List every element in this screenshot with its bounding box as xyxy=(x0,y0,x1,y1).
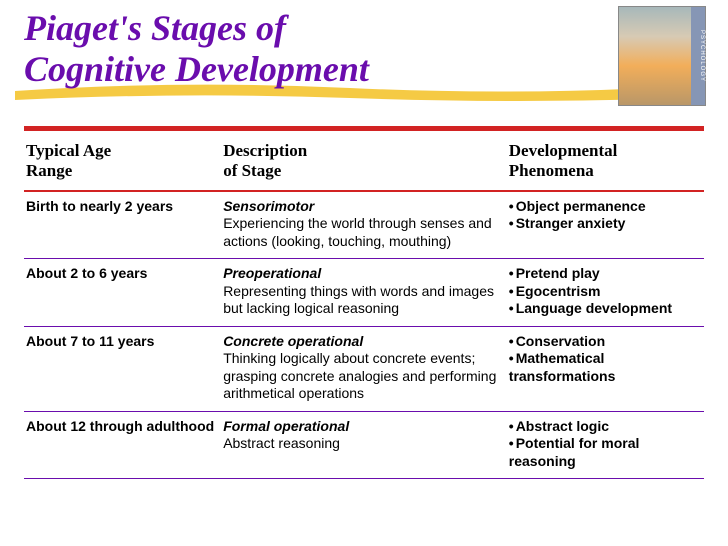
cell-phenomena: ConservationMathematical transformations xyxy=(507,326,704,411)
table-header-row: Typical AgeRange Descriptionof Stage Dev… xyxy=(24,135,704,191)
phenomena-item: Potential for moral reasoning xyxy=(509,435,698,470)
cell-description: Concrete operationalThinking logically a… xyxy=(221,326,507,411)
table-body: Birth to nearly 2 yearsSensorimotorExper… xyxy=(24,191,704,479)
cell-phenomena: Pretend playEgocentrismLanguage developm… xyxy=(507,259,704,327)
phenomena-item: Egocentrism xyxy=(509,283,698,301)
table-row: Birth to nearly 2 yearsSensorimotorExper… xyxy=(24,191,704,259)
title-line-2: Cognitive Development xyxy=(24,49,369,89)
cell-description: SensorimotorExperiencing the world throu… xyxy=(221,191,507,259)
stages-table-container: Typical AgeRange Descriptionof Stage Dev… xyxy=(24,126,704,479)
header-phen: DevelopmentalPhenomena xyxy=(507,135,704,191)
header-age: Typical AgeRange xyxy=(24,135,221,191)
phenomena-item: Abstract logic xyxy=(509,418,698,436)
table-top-rule xyxy=(24,126,704,131)
stage-name: Sensorimotor xyxy=(223,198,501,216)
phenomena-item: Object permanence xyxy=(509,198,698,216)
cell-phenomena: Object permanenceStranger anxiety xyxy=(507,191,704,259)
stage-name: Formal operational xyxy=(223,418,501,436)
stage-name: Concrete operational xyxy=(223,333,501,351)
cell-description: Formal operationalAbstract reasoning xyxy=(221,411,507,479)
book-spine-text: PSYCHOLOGY xyxy=(691,7,705,105)
phenomena-list: Pretend playEgocentrismLanguage developm… xyxy=(509,265,698,318)
stage-description: Experiencing the world through senses an… xyxy=(223,215,501,250)
header-desc: Descriptionof Stage xyxy=(221,135,507,191)
phenomena-list: Abstract logicPotential for moral reason… xyxy=(509,418,698,471)
stage-description: Abstract reasoning xyxy=(223,435,501,453)
phenomena-item: Language development xyxy=(509,300,698,318)
table-row: About 2 to 6 yearsPreoperationalRepresen… xyxy=(24,259,704,327)
phenomena-item: Pretend play xyxy=(509,265,698,283)
cell-age: Birth to nearly 2 years xyxy=(24,191,221,259)
table-row: About 12 through adulthoodFormal operati… xyxy=(24,411,704,479)
stage-name: Preoperational xyxy=(223,265,501,283)
phenomena-list: ConservationMathematical transformations xyxy=(509,333,698,386)
phenomena-item: Conservation xyxy=(509,333,698,351)
stage-description: Representing things with words and image… xyxy=(223,283,501,318)
stage-description: Thinking logically about concrete events… xyxy=(223,350,501,403)
phenomena-list: Object permanenceStranger anxiety xyxy=(509,198,698,233)
phenomena-item: Stranger anxiety xyxy=(509,215,698,233)
cell-age: About 12 through adulthood xyxy=(24,411,221,479)
cell-age: About 7 to 11 years xyxy=(24,326,221,411)
cell-description: PreoperationalRepresenting things with w… xyxy=(221,259,507,327)
cell-age: About 2 to 6 years xyxy=(24,259,221,327)
cell-phenomena: Abstract logicPotential for moral reason… xyxy=(507,411,704,479)
table-row: About 7 to 11 yearsConcrete operationalT… xyxy=(24,326,704,411)
title-line-1: Piaget's Stages of xyxy=(24,8,286,48)
stages-table: Typical AgeRange Descriptionof Stage Dev… xyxy=(24,135,704,479)
book-thumbnail: PSYCHOLOGY xyxy=(618,6,706,106)
phenomena-item: Mathematical transformations xyxy=(509,350,698,385)
